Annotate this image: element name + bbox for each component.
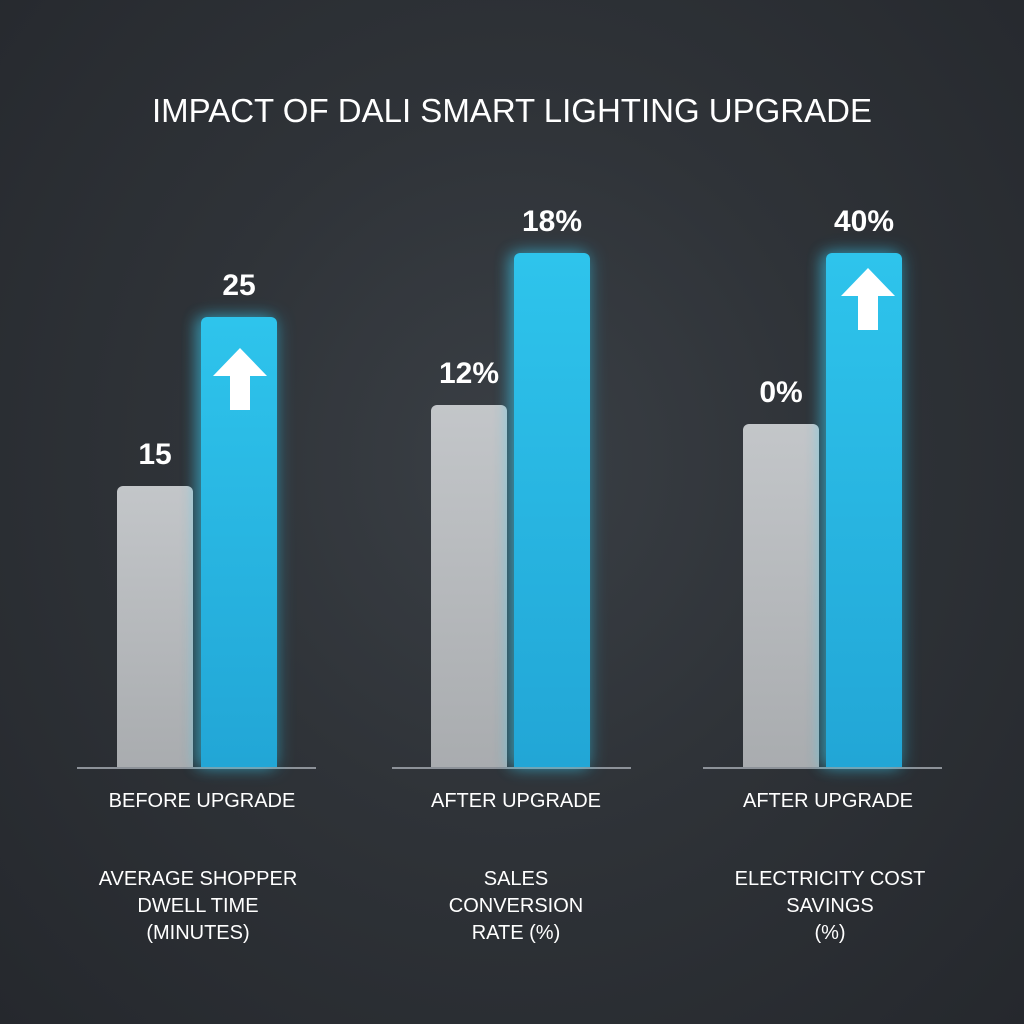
metric-label-dwell: AVERAGE SHOPPER DWELL TIME (MINUTES) bbox=[58, 866, 338, 947]
category-label-2: AFTER UPGRADE bbox=[430, 790, 602, 812]
value-label-conversion-after: 18% bbox=[521, 205, 583, 238]
value-label-electricity-before: 0% bbox=[759, 376, 803, 409]
bar-conversion-after bbox=[514, 253, 590, 767]
baseline-axis bbox=[77, 767, 316, 769]
metric-line: AVERAGE SHOPPER bbox=[98, 868, 298, 890]
value-label-electricity-after: 40% bbox=[833, 205, 895, 238]
arrow-up-icon bbox=[213, 348, 267, 410]
bar-electricity-before bbox=[743, 424, 819, 767]
category-label-3: AFTER UPGRADE bbox=[742, 790, 914, 812]
arrow-up-icon bbox=[841, 268, 895, 330]
category-label-1: BEFORE UPGRADE bbox=[108, 790, 296, 812]
chart-title: IMPACT OF DALI SMART LIGHTING UPGRADE bbox=[151, 92, 872, 129]
bar-electricity-after bbox=[826, 253, 902, 767]
metric-line: DWELL TIME bbox=[137, 895, 259, 917]
baseline-axis bbox=[392, 767, 631, 769]
metric-line: ELECTRICITY COST bbox=[734, 868, 926, 890]
value-label-conversion-before: 12% bbox=[438, 357, 500, 390]
baseline-axis bbox=[703, 767, 942, 769]
metric-label-electricity: ELECTRICITY COST SAVINGS (%) bbox=[690, 866, 970, 947]
value-label-dwell-after: 25 bbox=[222, 269, 256, 302]
metric-line: RATE (%) bbox=[471, 922, 561, 944]
value-label-dwell-before: 15 bbox=[138, 438, 172, 471]
metric-line: SALES bbox=[483, 868, 549, 890]
bar-dwell-before bbox=[117, 486, 193, 767]
metric-line: (MINUTES) bbox=[146, 922, 250, 944]
metric-line: CONVERSION bbox=[448, 895, 584, 917]
metric-line: (%) bbox=[814, 922, 846, 944]
bar-conversion-before bbox=[431, 405, 507, 767]
metric-line: SAVINGS bbox=[786, 895, 874, 917]
metric-label-conversion: SALES CONVERSION RATE (%) bbox=[376, 866, 656, 947]
